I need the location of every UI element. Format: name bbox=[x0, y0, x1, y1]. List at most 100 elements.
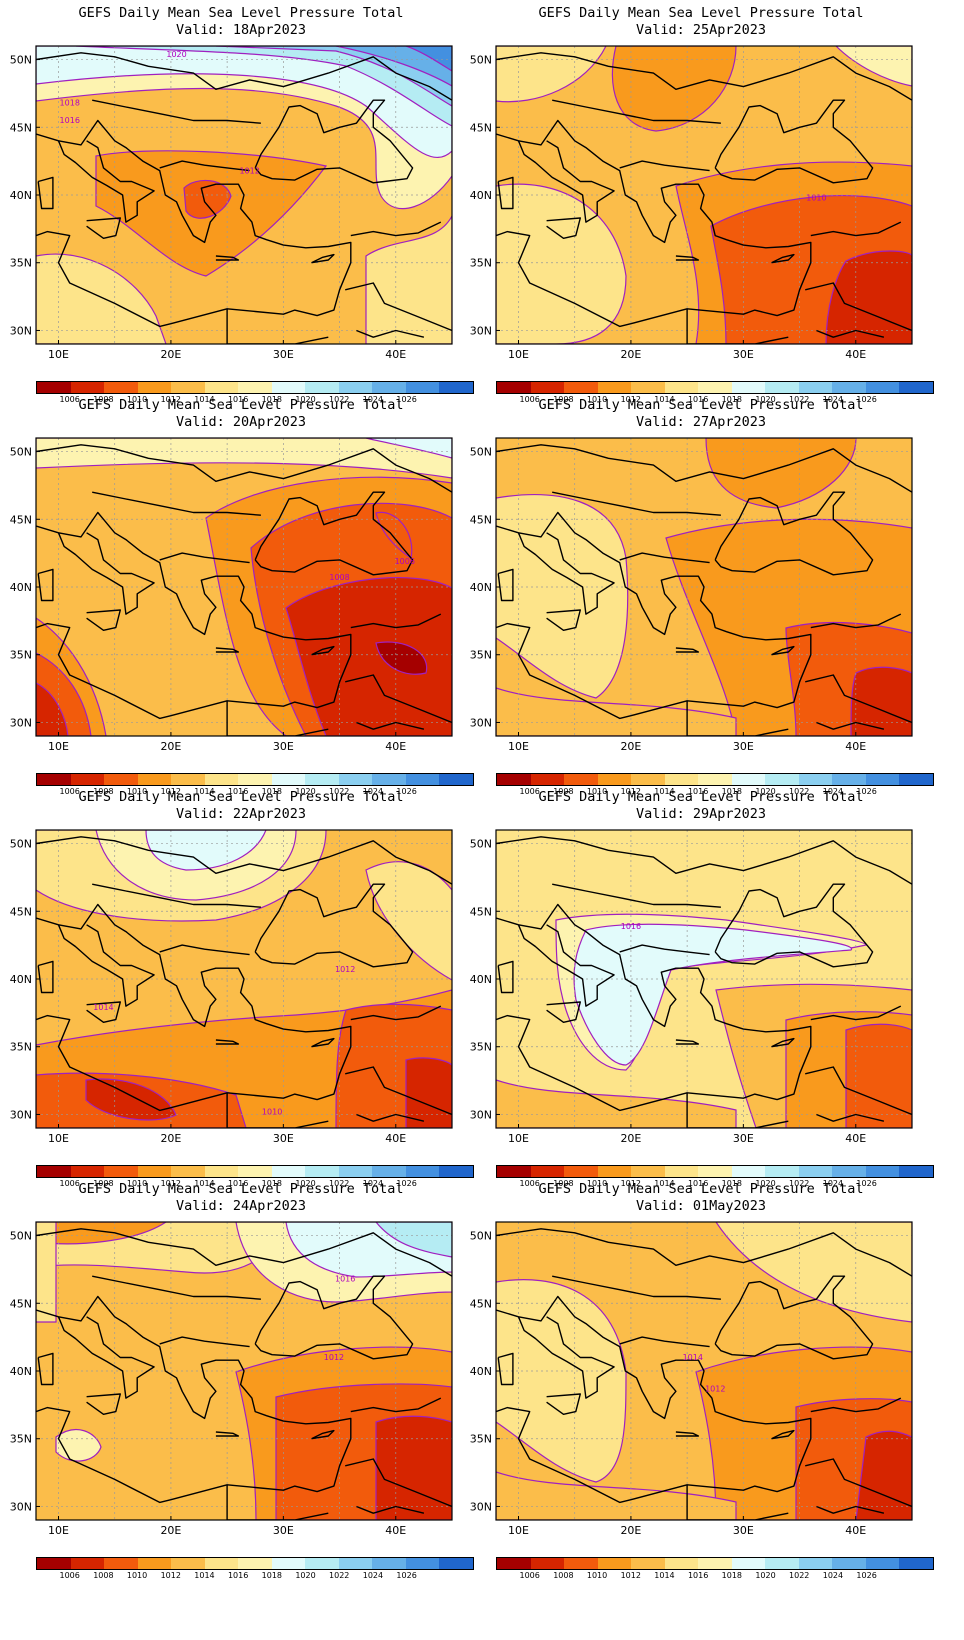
colorbar-tick-label: 1016 bbox=[227, 787, 249, 796]
lon-tick-label: 30E bbox=[273, 740, 294, 753]
colorbar-swatch bbox=[698, 774, 732, 785]
colorbar-swatch bbox=[798, 1558, 833, 1569]
pressure-band bbox=[405, 46, 452, 72]
shaded-field: 1020 1018 1016 1012 bbox=[36, 46, 452, 344]
colorbar-tick-label: 1006 bbox=[519, 1179, 540, 1188]
colorbar-tick-label: 1010 bbox=[586, 395, 608, 404]
colorbar-tick-label: 1026 bbox=[396, 1179, 417, 1188]
colorbar-swatch bbox=[70, 1166, 105, 1177]
panel-valid-date: Valid: 22Apr2023 bbox=[175, 806, 307, 822]
colorbar-tick-label: 1018 bbox=[261, 1179, 283, 1188]
colorbar-swatch bbox=[37, 774, 71, 785]
lat-tick-label: 40N bbox=[470, 581, 492, 594]
colorbar-tick-label: 1024 bbox=[362, 1179, 384, 1188]
lat-tick-label: 30N bbox=[10, 1500, 32, 1513]
colorbar-tick-label: 1020 bbox=[295, 787, 316, 796]
pressure-band bbox=[183, 179, 232, 219]
pressure-band bbox=[375, 641, 428, 675]
colorbar-swatch bbox=[798, 774, 833, 785]
panel-valid-date: Valid: 01May2023 bbox=[635, 1198, 767, 1214]
panel-title: GEFS Daily Mean Sea Level Pressure Total bbox=[538, 397, 864, 413]
lon-tick-label: 40E bbox=[385, 1524, 406, 1537]
colorbar-tick-label: 1010 bbox=[126, 1179, 148, 1188]
colorbar-swatch bbox=[664, 382, 699, 393]
lat-tick-label: 45N bbox=[470, 121, 492, 134]
colorbar-tick-label: 1018 bbox=[721, 1179, 743, 1188]
colorbar-swatch bbox=[305, 1166, 339, 1177]
colorbar-tick-label: 1018 bbox=[721, 787, 743, 796]
colorbar-swatch bbox=[798, 1166, 833, 1177]
lat-tick-label: 30N bbox=[10, 716, 32, 729]
colorbar bbox=[496, 1165, 934, 1178]
colorbar-swatch bbox=[439, 1166, 473, 1177]
lon-tick-label: 10E bbox=[508, 1132, 529, 1145]
coastlines bbox=[496, 1228, 912, 1520]
colorbar-swatch bbox=[137, 1558, 172, 1569]
colorbar-swatch bbox=[271, 774, 306, 785]
colorbar bbox=[36, 381, 474, 394]
colorbar-swatch bbox=[37, 1558, 71, 1569]
shaded-field bbox=[496, 438, 912, 736]
colorbar-swatch bbox=[530, 1166, 565, 1177]
colorbar-tick-label: 1022 bbox=[789, 1179, 810, 1188]
lon-tick-label: 10E bbox=[48, 1132, 69, 1145]
colorbar-tick-label: 1016 bbox=[227, 1179, 249, 1188]
pressure-map: 1010 50N 45N 40N 35N 30N 10E 20E 30E 40E bbox=[470, 45, 913, 361]
lat-tick-label: 40N bbox=[10, 189, 32, 202]
lat-tick-label: 35N bbox=[470, 1433, 492, 1446]
pressure-band bbox=[496, 687, 737, 736]
map-panel: GEFS Daily Mean Sea Level Pressure Total… bbox=[0, 392, 482, 802]
colorbar-swatch bbox=[865, 774, 900, 785]
colorbar-swatch bbox=[832, 1558, 866, 1569]
lat-tick-label: 45N bbox=[10, 1297, 32, 1310]
lon-tick-label: 20E bbox=[160, 1524, 181, 1537]
contour-label: 1012 bbox=[705, 1384, 725, 1393]
colorbar-swatch bbox=[70, 774, 105, 785]
panel-title: GEFS Daily Mean Sea Level Pressure Total bbox=[538, 1181, 864, 1197]
pressure-band bbox=[85, 1078, 177, 1121]
colorbar-swatch bbox=[204, 1166, 239, 1177]
lon-tick-label: 20E bbox=[160, 1132, 181, 1145]
lat-tick-label: 30N bbox=[470, 1500, 492, 1513]
colorbar-swatch bbox=[338, 1166, 373, 1177]
colorbar-tick-label: 1024 bbox=[362, 1571, 384, 1580]
contour-label: 1012 bbox=[335, 965, 355, 974]
map-panel: GEFS Daily Mean Sea Level Pressure Total… bbox=[460, 392, 942, 802]
colorbar-swatch bbox=[37, 382, 71, 393]
colorbar-tick-label: 1008 bbox=[553, 395, 574, 404]
colorbar-swatch bbox=[631, 1558, 665, 1569]
panel-valid-date: Valid: 25Apr2023 bbox=[635, 22, 767, 38]
pressure-band bbox=[365, 215, 452, 344]
lat-tick-label: 40N bbox=[10, 581, 32, 594]
graticule bbox=[36, 438, 452, 736]
map-panel: GEFS Daily Mean Sea Level Pressure Total… bbox=[460, 0, 942, 410]
colorbar bbox=[496, 1557, 934, 1570]
colorbar-tick-label: 1020 bbox=[755, 787, 776, 796]
colorbar-tick-label: 1026 bbox=[856, 1571, 877, 1580]
colorbar-swatch bbox=[497, 382, 531, 393]
colorbar-swatch bbox=[865, 1558, 900, 1569]
colorbar bbox=[496, 381, 934, 394]
lat-tick-label: 40N bbox=[470, 1365, 492, 1378]
lat-tick-label: 45N bbox=[10, 121, 32, 134]
colorbar-swatch bbox=[104, 1558, 138, 1569]
colorbar-tick-label: 1010 bbox=[586, 1179, 608, 1188]
pressure-band bbox=[36, 46, 452, 158]
colorbar-tick-label: 1008 bbox=[93, 1179, 114, 1188]
colorbar-swatch bbox=[731, 1558, 766, 1569]
pressure-band bbox=[573, 923, 853, 1066]
colorbar-swatch bbox=[338, 382, 373, 393]
graticule bbox=[496, 1222, 912, 1520]
lat-tick-label: 30N bbox=[470, 716, 492, 729]
lat-tick-label: 35N bbox=[10, 649, 32, 662]
pressure-map: 1008 1006 50N 45N 40N 35N 30N 10E 20E 30E 40E bbox=[10, 437, 453, 753]
colorbar-swatch bbox=[597, 1558, 632, 1569]
colorbar-tick-label: 1018 bbox=[261, 1571, 283, 1580]
colorbar-tick-label: 1014 bbox=[194, 395, 215, 404]
colorbar-swatch bbox=[832, 382, 866, 393]
lon-tick-label: 10E bbox=[48, 348, 69, 361]
colorbar-tick-label: 1014 bbox=[654, 1571, 675, 1580]
colorbar-tick-label: 1026 bbox=[396, 1571, 417, 1580]
colorbar-swatch bbox=[171, 382, 205, 393]
colorbar-swatch bbox=[439, 382, 473, 393]
